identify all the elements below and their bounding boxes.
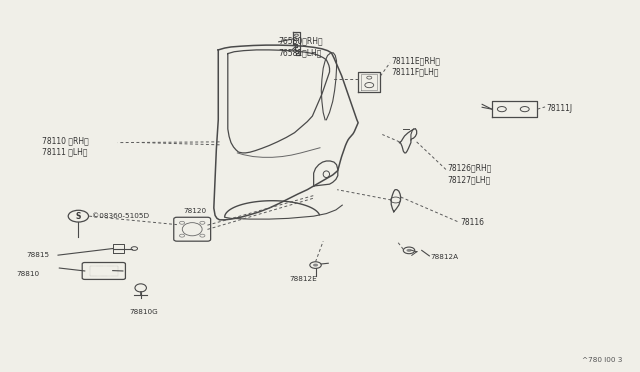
Circle shape bbox=[406, 249, 412, 252]
Text: 78111 〈LH〉: 78111 〈LH〉 bbox=[42, 148, 87, 157]
Text: 78126〈RH〉: 78126〈RH〉 bbox=[447, 164, 492, 173]
Text: 78815: 78815 bbox=[26, 252, 49, 258]
Circle shape bbox=[313, 264, 318, 267]
Text: 78120: 78120 bbox=[183, 208, 206, 214]
Text: 78110 〈RH〉: 78110 〈RH〉 bbox=[42, 137, 88, 145]
Text: 78111J: 78111J bbox=[547, 103, 573, 112]
Text: 78812A: 78812A bbox=[431, 254, 459, 260]
Text: 78127〈LH〉: 78127〈LH〉 bbox=[447, 175, 490, 184]
Text: 78810G: 78810G bbox=[129, 309, 158, 315]
Text: ©08360-5105D: ©08360-5105D bbox=[92, 213, 150, 219]
Text: 78116: 78116 bbox=[460, 218, 484, 227]
Text: 78111E〈RH〉: 78111E〈RH〉 bbox=[391, 57, 440, 65]
Text: 76580〈RH〉: 76580〈RH〉 bbox=[278, 36, 323, 45]
Text: 78812E: 78812E bbox=[289, 276, 317, 282]
Text: 76581〈LH〉: 76581〈LH〉 bbox=[278, 48, 322, 57]
Text: 78111F〈LH〉: 78111F〈LH〉 bbox=[391, 67, 438, 77]
Text: S: S bbox=[76, 212, 81, 221]
Text: 78810: 78810 bbox=[16, 271, 39, 277]
Text: ^780 l00 3: ^780 l00 3 bbox=[582, 357, 622, 363]
